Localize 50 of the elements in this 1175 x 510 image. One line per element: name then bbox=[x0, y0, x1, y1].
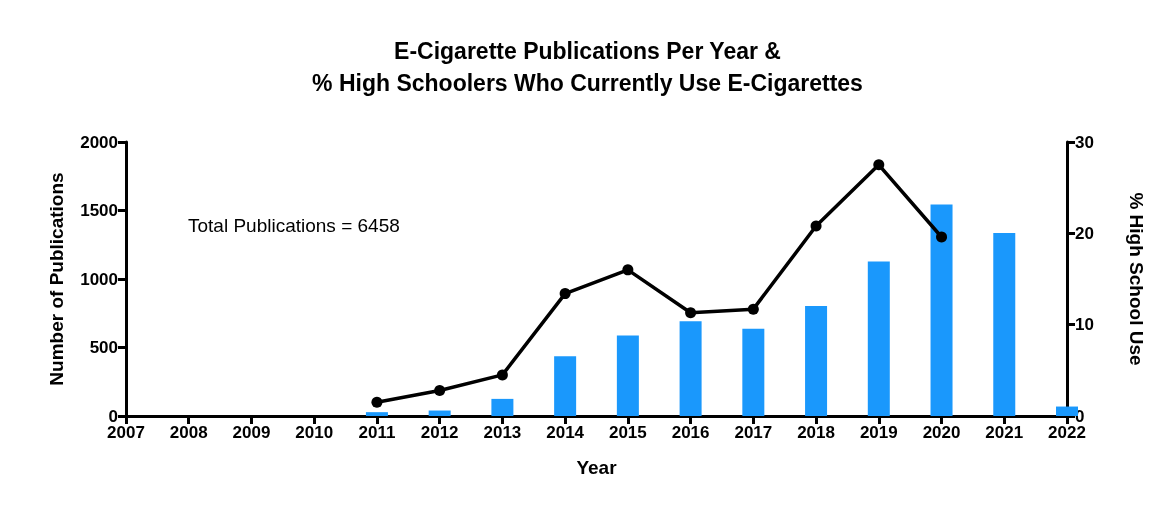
y-tick-label: 2000 bbox=[80, 132, 118, 152]
bar bbox=[365, 412, 388, 416]
x-tick-label: 2007 bbox=[107, 423, 145, 442]
point bbox=[873, 159, 885, 171]
annotation: Total Publications = 6458 bbox=[188, 215, 400, 236]
point bbox=[371, 396, 383, 408]
chart-title: E-Cigarette Publications Per Year & % High Schoolers Who Currently Use E-Cigarettes bbox=[312, 38, 863, 96]
bar bbox=[867, 261, 890, 416]
bar bbox=[679, 321, 702, 416]
x-tick-label: 2011 bbox=[358, 423, 396, 442]
bar bbox=[742, 328, 765, 416]
x-tick-label: 2015 bbox=[608, 423, 647, 442]
point bbox=[622, 264, 634, 276]
x-tick-label: 2019 bbox=[859, 423, 898, 442]
point bbox=[559, 288, 571, 300]
point bbox=[810, 220, 822, 232]
point bbox=[496, 369, 508, 381]
y2-tick-label: 30 bbox=[1075, 132, 1094, 152]
x-tick-label: 2020 bbox=[922, 423, 961, 442]
bar bbox=[554, 356, 577, 416]
bar bbox=[930, 204, 953, 416]
bar bbox=[616, 335, 639, 416]
x-tick-label: 2017 bbox=[734, 423, 773, 442]
x-tick-label: 2018 bbox=[797, 423, 835, 442]
x-axis-title: Year bbox=[576, 457, 618, 478]
y-tick-label: 0 bbox=[108, 406, 118, 426]
point bbox=[747, 303, 759, 315]
point bbox=[685, 307, 697, 319]
point bbox=[434, 384, 446, 396]
x-tick-label: 2008 bbox=[169, 423, 208, 442]
y-axis-title: Number of Publications bbox=[46, 172, 67, 386]
x-tick-label: 2014 bbox=[546, 423, 585, 442]
x-tick-label: 2013 bbox=[483, 423, 522, 442]
bar bbox=[491, 398, 514, 416]
y2-tick-label: 10 bbox=[1075, 315, 1094, 335]
y-tick-label: 1500 bbox=[80, 201, 118, 220]
bar bbox=[805, 305, 828, 416]
y-tick-label: 1000 bbox=[80, 269, 118, 289]
x-tick-label: 2009 bbox=[232, 423, 271, 442]
y2-tick-label: 20 bbox=[1075, 223, 1094, 243]
x-tick-label: 2022 bbox=[1048, 423, 1086, 442]
y-tick-label: 500 bbox=[89, 338, 118, 357]
y2-axis-title: % High School Use bbox=[1126, 192, 1147, 366]
bar bbox=[993, 232, 1016, 416]
x-tick-label: 2021 bbox=[985, 423, 1024, 442]
x-tick-label: 2012 bbox=[420, 423, 459, 442]
point bbox=[936, 231, 948, 243]
x-tick-label: 2010 bbox=[295, 423, 334, 442]
bar bbox=[428, 410, 451, 416]
x-tick-label: 2016 bbox=[671, 423, 710, 442]
